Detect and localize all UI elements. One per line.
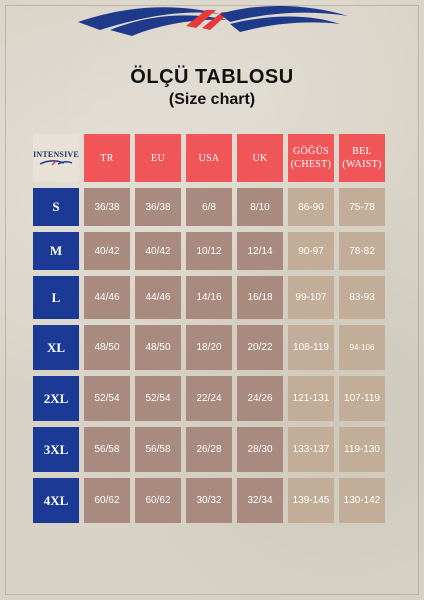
column-header-chest: GÖĞÜS (CHEST)	[288, 134, 334, 182]
table-cell-usa: 6/8	[186, 188, 232, 226]
table-cell-chest: 99-107	[288, 276, 334, 319]
size-label-3xl: 3XL	[33, 427, 79, 472]
table-cell-tr: 48/50	[84, 325, 130, 370]
table-cell-waist: 107-119	[339, 376, 385, 421]
table-cell-uk: 20/22	[237, 325, 283, 370]
table-cell-waist: 94-106	[339, 325, 385, 370]
table-cell-waist: 78-82	[339, 232, 385, 270]
table-cell-tr: 44/46	[84, 276, 130, 319]
table-cell-eu: 40/42	[135, 232, 181, 270]
table-cell-chest: 133-137	[288, 427, 334, 472]
column-header-uk: UK	[237, 134, 283, 182]
size-chart-table: INTENSIVE TR EU USA UK GÖĞÜS (CHEST) BEL…	[33, 134, 389, 523]
table-cell-tr: 60/62	[84, 478, 130, 523]
column-header-waist: BEL (WAIST)	[339, 134, 385, 182]
column-header-eu: EU	[135, 134, 181, 182]
table-cell-usa: 30/32	[186, 478, 232, 523]
table-cell-uk: 28/30	[237, 427, 283, 472]
table-cell-eu: 60/62	[135, 478, 181, 523]
table-cell-eu: 56/58	[135, 427, 181, 472]
table-cell-usa: 10/12	[186, 232, 232, 270]
table-cell-usa: 22/24	[186, 376, 232, 421]
table-cell-usa: 18/20	[186, 325, 232, 370]
size-label-m: M	[33, 232, 79, 270]
table-cell-uk: 32/34	[237, 478, 283, 523]
table-cell-eu: 52/54	[135, 376, 181, 421]
table-cell-waist: 83-93	[339, 276, 385, 319]
size-label-s: S	[33, 188, 79, 226]
table-cell-tr: 36/38	[84, 188, 130, 226]
table-cell-tr: 52/54	[84, 376, 130, 421]
size-label-2xl: 2XL	[33, 376, 79, 421]
column-header-usa: USA	[186, 134, 232, 182]
table-cell-waist: 130-142	[339, 478, 385, 523]
table-cell-waist: 75-78	[339, 188, 385, 226]
table-cell-usa: 26/28	[186, 427, 232, 472]
table-cell-eu: 36/38	[135, 188, 181, 226]
table-cell-waist: 119-130	[339, 427, 385, 472]
table-cell-chest: 108-119	[288, 325, 334, 370]
table-cell-uk: 8/10	[237, 188, 283, 226]
page-title: ÖLÇÜ TABLOSU	[130, 66, 294, 88]
table-cell-uk: 24/26	[237, 376, 283, 421]
size-label-4xl: 4XL	[33, 478, 79, 523]
table-cell-tr: 40/42	[84, 232, 130, 270]
table-cell-chest: 121-131	[288, 376, 334, 421]
brand-name: INTENSIVE	[33, 150, 79, 159]
table-cell-chest: 139-145	[288, 478, 334, 523]
table-cell-chest: 86-90	[288, 188, 334, 226]
table-cell-uk: 12/14	[237, 232, 283, 270]
table-cell-tr: 56/58	[84, 427, 130, 472]
page-subtitle: (Size chart)	[168, 91, 256, 108]
column-header-tr: TR	[84, 134, 130, 182]
size-label-l: L	[33, 276, 79, 319]
brand-wave-logo-icon	[78, 5, 348, 36]
table-cell-usa: 14/16	[186, 276, 232, 319]
table-cell-eu: 44/46	[135, 276, 181, 319]
brand-logo-cell: INTENSIVE	[33, 134, 79, 182]
table-cell-chest: 90-97	[288, 232, 334, 270]
table-cell-uk: 16/18	[237, 276, 283, 319]
table-cell-eu: 48/50	[135, 325, 181, 370]
size-label-xl: XL	[33, 325, 79, 370]
brand-wave-icon	[39, 160, 73, 166]
